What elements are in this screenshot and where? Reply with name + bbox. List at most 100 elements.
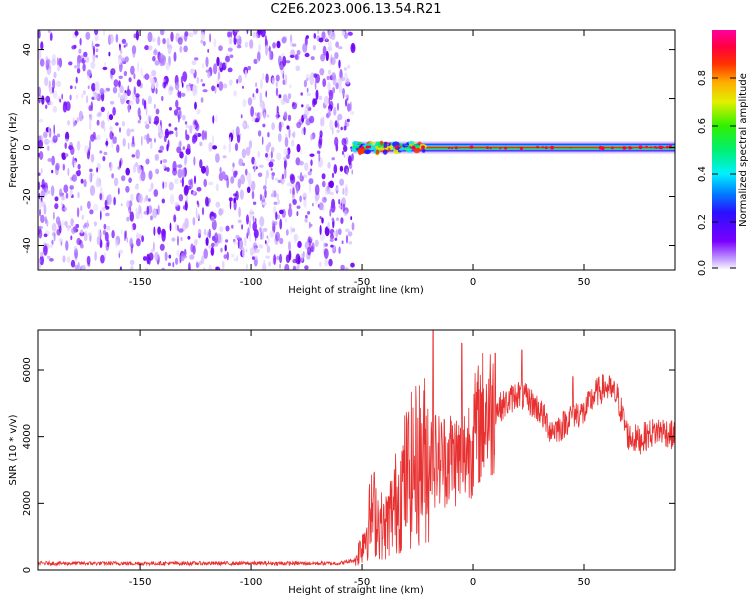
noise-blob [247, 124, 249, 129]
noise-blob [71, 174, 77, 182]
snr-series-line [38, 330, 675, 567]
noise-blob [102, 156, 106, 162]
noise-blob [270, 167, 273, 171]
noise-blob [269, 159, 275, 163]
noise-blob [144, 267, 148, 270]
noise-blob [111, 230, 115, 239]
noise-blob [338, 59, 341, 69]
noise-blob [129, 238, 134, 248]
noise-blob [321, 31, 326, 40]
noise-blob [54, 196, 59, 202]
noise-blob [121, 121, 126, 127]
noise-blob [246, 30, 249, 35]
noise-blob [252, 31, 257, 38]
noise-blob [259, 164, 264, 168]
noise-blob [318, 135, 323, 146]
noise-blob [347, 103, 351, 112]
noise-blob [319, 68, 325, 76]
noise-blob [350, 110, 355, 115]
noise-blob [344, 186, 348, 197]
noise-blob [268, 261, 271, 267]
noise-blob [55, 162, 60, 171]
noise-blob [145, 105, 148, 116]
noise-blob [61, 93, 63, 100]
noise-blob [194, 57, 199, 61]
noise-blob [263, 111, 266, 120]
noise-blob [247, 227, 250, 236]
noise-blob [91, 82, 96, 92]
noise-blob [99, 150, 103, 154]
noise-blob [210, 246, 215, 256]
noise-blob [112, 86, 118, 94]
noise-blob [242, 99, 247, 108]
signal-peak-dot [600, 146, 605, 151]
noise-blob [71, 227, 76, 234]
noise-blob [236, 45, 242, 49]
noise-blob [107, 110, 110, 122]
noise-blob [296, 205, 301, 209]
noise-blob [40, 251, 44, 257]
noise-blob [145, 194, 149, 202]
noise-blob [43, 245, 48, 256]
noise-blob [123, 44, 126, 48]
y-tick-label: 6000 [22, 357, 33, 382]
noise-blob [136, 238, 141, 247]
noise-blob [144, 120, 148, 125]
noise-blob [256, 59, 260, 63]
noise-blob [264, 240, 267, 245]
noise-blob [244, 69, 248, 79]
noise-blob [218, 81, 224, 91]
x-tick-label: 50 [578, 577, 591, 588]
noise-blob [284, 74, 288, 86]
noise-blob [80, 178, 84, 184]
noise-blob [80, 243, 84, 249]
noise-blob [96, 112, 102, 118]
noise-blob [319, 261, 322, 268]
noise-blob [252, 201, 257, 205]
noise-blob [195, 207, 198, 218]
noise-blob [347, 31, 353, 36]
noise-blob [266, 235, 269, 239]
noise-blob [279, 61, 284, 71]
noise-blob [105, 140, 109, 146]
noise-blob [297, 240, 302, 249]
noise-blob [208, 244, 212, 249]
noise-blob [89, 168, 93, 173]
noise-blob [270, 146, 275, 153]
y-tick-label: 40 [22, 43, 33, 56]
noise-blob [150, 78, 155, 89]
noise-blob [76, 67, 81, 74]
noise-blob [254, 248, 260, 254]
noise-blob [276, 111, 278, 120]
noise-blob [233, 193, 238, 197]
noise-blob [268, 50, 272, 61]
noise-blob [38, 258, 41, 264]
spectrogram-xlabel: Height of straight line (km) [288, 285, 424, 296]
noise-blob [157, 123, 162, 134]
noise-blob [245, 146, 251, 156]
noise-blob [300, 92, 304, 96]
noise-blob [201, 165, 206, 174]
noise-blob [90, 61, 96, 69]
noise-blob [264, 189, 267, 199]
noise-blob [265, 176, 267, 187]
noise-blob [321, 173, 326, 180]
noise-blob [309, 73, 314, 85]
noise-blob [273, 201, 278, 205]
noise-blob [87, 232, 92, 236]
noise-blob [163, 78, 166, 83]
noise-blob [341, 137, 347, 146]
noise-blob [336, 129, 340, 133]
noise-blob [185, 134, 190, 141]
noise-blob [155, 108, 160, 115]
noise-blob [349, 101, 352, 112]
noise-blob [128, 177, 132, 183]
signal-peak-dot [550, 145, 554, 150]
noise-blob [174, 127, 178, 131]
noise-blob [142, 256, 147, 261]
noise-blob [96, 167, 98, 173]
noise-blob [225, 225, 230, 232]
noise-blob [64, 220, 68, 227]
noise-blob [229, 199, 232, 210]
noise-blob [174, 178, 179, 185]
